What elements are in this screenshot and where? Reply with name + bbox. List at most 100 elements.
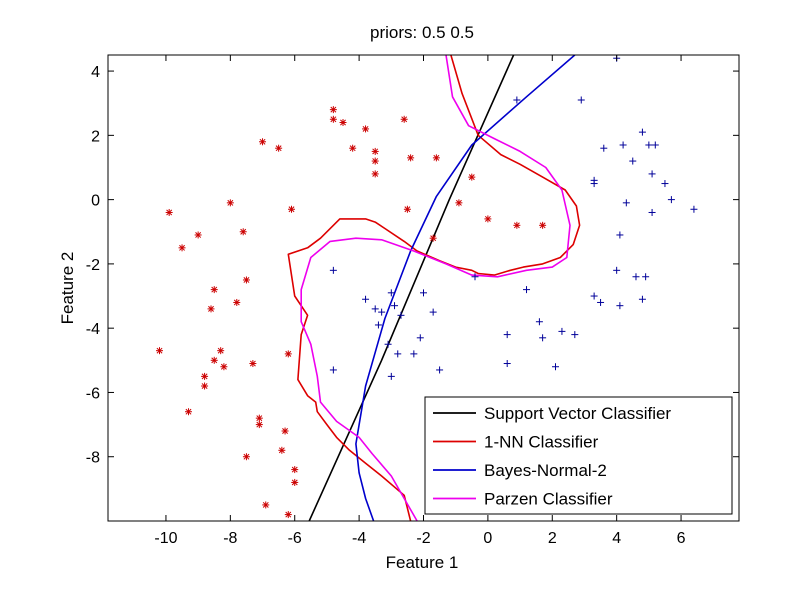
plus-point [571,331,579,339]
y-tick-label: -4 [86,321,100,338]
asterisk-point [484,215,492,223]
asterisk-point [249,360,257,368]
plus-point [471,273,479,281]
asterisk-point [400,115,408,123]
plus-point [513,96,521,104]
plus-point [558,327,566,335]
plus-point [416,334,424,342]
plus-point [648,208,656,216]
plus-point [690,205,698,213]
plus-point [374,321,382,329]
series-line-bayes-normal-2 [355,55,576,521]
asterisk-point [233,298,241,306]
asterisk-point [207,305,215,313]
plus-point [371,305,379,313]
y-tick-label: 0 [91,193,100,210]
plus-point [387,372,395,380]
asterisk-point [165,208,173,216]
axis-ticks: -10 -8 -6 -4 -2 0 2 4 6 4 2 0 -2 -4 -6 -8 [86,55,739,547]
asterisk-point [210,286,218,294]
asterisk-point [371,170,379,178]
x-tick-label: -2 [416,530,430,547]
asterisk-point [329,115,337,123]
plus-point [329,266,337,274]
plus-point [616,302,624,310]
plus-point [384,340,392,348]
series-layer [287,55,581,521]
plus-point [503,331,511,339]
legend-label-1-nn-classifier: 1-NN Classifier [484,433,599,452]
points-layer [156,55,698,519]
plus-point [645,141,653,149]
plus-point [420,289,427,297]
asterisk-point [220,363,228,371]
asterisk-point [371,147,379,155]
y-tick-label: -8 [86,450,100,467]
asterisk-point [403,205,411,213]
plus-point [638,128,646,136]
asterisk-point [455,199,463,207]
asterisk-point [255,421,263,429]
asterisk-point [201,372,209,380]
chart-title: priors: 0.5 0.5 [370,23,474,42]
asterisk-point [339,118,347,126]
plus-point [503,360,511,368]
asterisk-point [284,511,292,519]
plus-point [661,180,669,188]
legend-label-bayes-normal-2: Bayes-Normal-2 [484,461,607,480]
y-tick-label: 4 [91,64,100,81]
asterisk-point [362,125,370,133]
plus-point [600,144,608,152]
legend-label-parzen-classifier: Parzen Classifier [484,490,613,509]
asterisk-point [278,446,286,454]
plus-point [329,366,337,374]
legend-label-support-vector-classifier: Support Vector Classifier [484,404,671,423]
x-tick-label: -4 [352,530,366,547]
plus-point [436,366,444,374]
asterisk-point [217,347,225,355]
asterisk-point [242,276,250,284]
plus-point [642,273,650,281]
x-tick-label: -8 [223,530,237,547]
asterisk-point [184,408,192,416]
y-axis-label: Feature 2 [58,252,77,325]
asterisk-point [156,347,164,355]
plus-point [539,334,547,342]
plus-point [667,196,675,204]
asterisk-point [407,154,415,162]
y-tick-label: 2 [91,128,100,145]
asterisk-point [288,205,296,213]
plus-point [590,292,598,300]
plus-point [619,141,627,149]
asterisk-point [242,453,250,461]
plus-point [535,318,543,326]
plus-point [590,180,598,188]
asterisk-point [284,350,292,358]
asterisk-point [226,199,234,207]
asterisk-point [275,144,283,152]
x-tick-label: -6 [288,530,302,547]
plus-point [577,96,585,104]
asterisk-point [255,414,263,422]
asterisk-point [178,244,186,252]
plus-point [551,363,559,371]
asterisk-point [291,466,299,474]
asterisk-point [432,154,440,162]
plus-point [597,298,605,306]
x-tick-label: 4 [612,530,621,547]
plus-point [613,266,621,274]
y-tick-label: -2 [86,257,100,274]
asterisk-point [259,138,267,146]
legend: Support Vector Classifier 1-NN Classifier… [424,396,733,515]
plus-point [397,311,405,319]
asterisk-point [262,501,270,509]
asterisk-point [329,106,337,114]
plus-point [429,308,437,316]
plus-point [378,308,386,316]
series-line-support-vector-classifier [308,55,515,521]
plus-point [362,295,370,303]
plus-point [638,295,646,303]
plus-point [391,302,399,310]
asterisk-point [281,427,289,435]
asterisk-point [513,221,521,229]
